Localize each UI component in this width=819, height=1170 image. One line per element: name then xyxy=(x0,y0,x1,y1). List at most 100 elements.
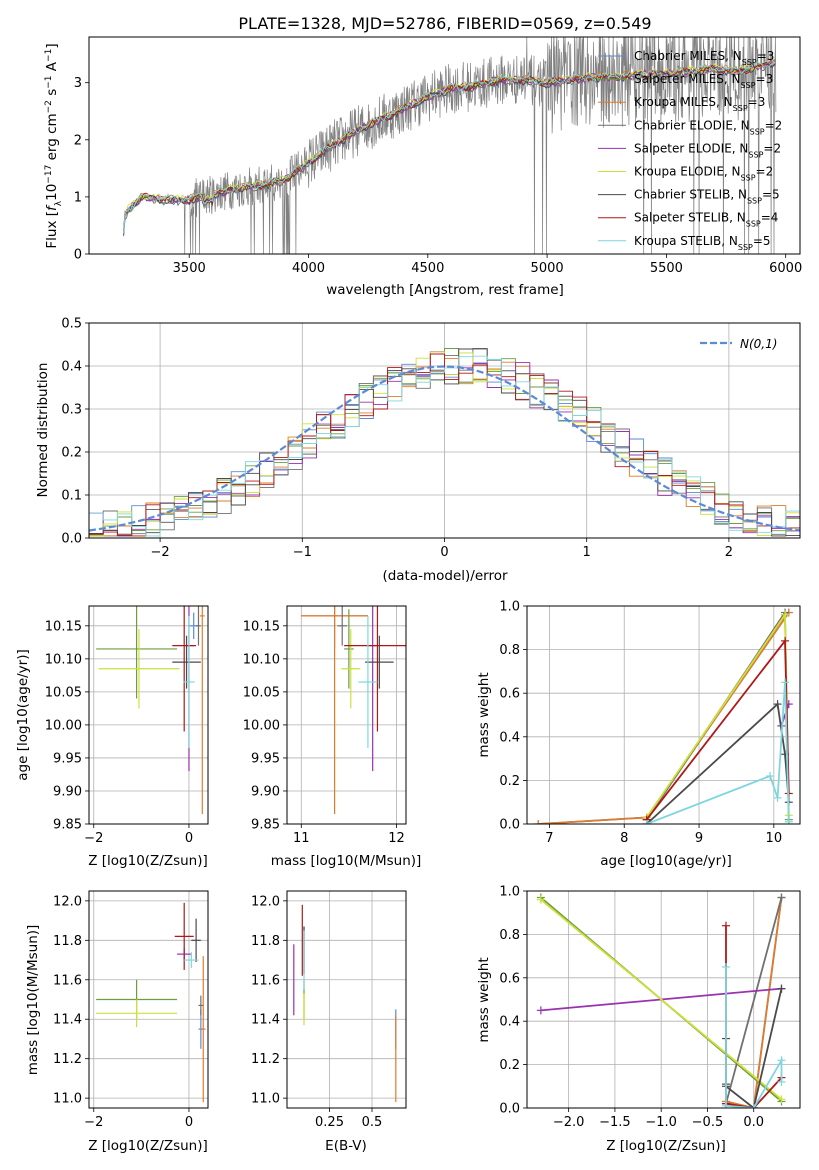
y-tick-label: 10.15 xyxy=(45,619,82,634)
histogram-chabrier_miles xyxy=(89,362,800,537)
y-tick-label: 11.4 xyxy=(251,1013,280,1028)
y-tick-label: 1.0 xyxy=(499,600,520,615)
plot-area xyxy=(536,893,786,1108)
axes-frame xyxy=(286,890,407,1109)
y-tick-label: 0.6 xyxy=(499,687,520,702)
axes-frame xyxy=(88,890,209,1109)
weight-line-kroupa_miles xyxy=(725,897,783,1108)
y-tick-label: 11.2 xyxy=(251,1052,280,1067)
weight_vs_age-ylabel: mass weight xyxy=(476,672,492,757)
y-tick-label: 10.10 xyxy=(243,652,280,667)
mass_vs_ebv-xlabel: E(B-V) xyxy=(325,1138,367,1154)
y-tick-label: 9.95 xyxy=(251,751,280,766)
x-tick-label: 4000 xyxy=(292,261,325,276)
legend-label-kroupa_elodie: Kroupa ELODIE, NSSP=2 xyxy=(634,165,773,183)
legend-label-chabrier_stelib: Chabrier STELIB, NSSP=5 xyxy=(634,188,780,206)
x-tick-label: −1.5 xyxy=(599,1115,631,1130)
x-tick-label: 3500 xyxy=(173,261,206,276)
legend-label-chabrier_miles: Chabrier MILES, NSSP=3 xyxy=(634,49,774,67)
legend-label-chabrier_elodie: Chabrier ELODIE, NSSP=2 xyxy=(634,118,782,136)
y-tick-label: 0 xyxy=(74,248,82,263)
weight-line-salpeter_stelib xyxy=(645,638,790,821)
y-tick-label: 9.90 xyxy=(251,784,280,799)
y-tick-label: 0.8 xyxy=(499,928,520,943)
legend-label-kroupa_stelib: Kroupa STELIB, NSSP=5 xyxy=(634,234,771,252)
y-tick-label: 0.6 xyxy=(499,971,520,986)
x-tick-label: −1 xyxy=(293,545,312,560)
plot-area xyxy=(534,608,793,824)
weight-line-kroupa_stelib xyxy=(646,682,790,824)
y-tick-label: 10.10 xyxy=(45,652,82,667)
axes-frame xyxy=(526,890,801,1109)
y-tick-label: 1.0 xyxy=(499,885,520,900)
y-tick-label: 0.0 xyxy=(499,1102,520,1117)
weight-line-chabrier_elodie xyxy=(725,897,783,1104)
age_vs_Z-xlabel: Z [log10(Z/Zsun)] xyxy=(88,853,208,869)
axes-weight_vs_Z: −2.0 −1.5 −1.0 −0.5 0.0 0.0 0.2 0.4 0.6 0.8 1.0 xyxy=(499,885,801,1130)
model-spectrum-kroupa_elodie xyxy=(123,58,776,233)
x-tick-label: 10 xyxy=(766,831,783,846)
x-tick-label: 0.25 xyxy=(315,1115,344,1130)
spectrum-ylabel: Flux [fλ10−17 erg cm−2 s−1 A−1] xyxy=(44,43,64,248)
plot-area xyxy=(96,606,205,815)
y-tick-label: 0.5 xyxy=(61,317,82,332)
y-tick-label: 9.90 xyxy=(53,784,82,799)
mass_vs_Z-xlabel: Z [log10(Z/Zsun)] xyxy=(88,1138,208,1154)
x-tick-label: 0.5 xyxy=(362,1115,383,1130)
y-tick-label: 11.6 xyxy=(251,973,280,988)
normal-curve xyxy=(89,365,800,532)
y-tick-label: 0.2 xyxy=(499,774,520,789)
weight-line-kroupa_elodie xyxy=(540,899,783,1100)
y-tick-label: 0.4 xyxy=(499,730,520,745)
weight_vs_Z-xlabel: Z [log10(Z/Zsun)] xyxy=(606,1138,726,1154)
axes-spectrum: 3500 4000 4500 5000 5500 6000 0 1 2 3 xyxy=(74,36,802,276)
axes-mass_vs_Z: −2 0 11.0 11.2 11.4 11.6 11.8 12.0 xyxy=(53,890,209,1130)
y-tick-label: 11.2 xyxy=(53,1052,82,1067)
y-tick-label: 9.95 xyxy=(53,751,82,766)
y-tick-label: 10.00 xyxy=(243,718,280,733)
x-tick-label: −2 xyxy=(151,545,170,560)
y-tick-label: 11.0 xyxy=(251,1092,280,1107)
y-tick-label: 0.0 xyxy=(61,532,82,547)
age_vs_Z-ylabel: age [log10(age/yr)] xyxy=(15,649,31,781)
x-tick-label: 0 xyxy=(185,831,193,846)
x-tick-label: −2 xyxy=(84,831,103,846)
y-tick-label: 12.0 xyxy=(251,894,280,909)
y-tick-label: 0.1 xyxy=(61,489,82,504)
x-tick-label: 6000 xyxy=(769,261,802,276)
x-tick-label: 0 xyxy=(440,545,448,560)
plot-area xyxy=(123,37,777,254)
y-tick-label: 10.00 xyxy=(45,718,82,733)
residuals-ylabel: Normed distribution xyxy=(35,363,51,498)
y-tick-label: 0.2 xyxy=(61,446,82,461)
axes-frame xyxy=(88,36,801,255)
plot-area xyxy=(96,902,206,1103)
axes-frame xyxy=(88,322,801,539)
model-spectrum-kroupa_stelib xyxy=(123,61,775,234)
y-tick-label: 2 xyxy=(74,133,82,148)
weight-line-kroupa_stelib xyxy=(725,967,783,1108)
spectrum-title: PLATE=1328, MJD=52786, FIBERID=0569, z=0… xyxy=(238,14,651,33)
x-tick-label: −2 xyxy=(84,1115,103,1130)
axes-frame xyxy=(526,605,801,825)
y-tick-label: 0.4 xyxy=(61,360,82,375)
x-tick-label: 0.0 xyxy=(743,1115,764,1130)
y-tick-label: 9.85 xyxy=(251,818,280,833)
x-tick-label: 4500 xyxy=(411,261,444,276)
y-tick-label: 11.6 xyxy=(53,973,82,988)
x-tick-label: 5000 xyxy=(531,261,564,276)
y-tick-label: 3 xyxy=(74,76,82,91)
legend-label-salpeter_miles: Salpeter MILES, NSSP=3 xyxy=(634,72,773,90)
y-tick-label: 0.4 xyxy=(499,1015,520,1030)
x-tick-label: −2.0 xyxy=(553,1115,585,1130)
legend-label-salpeter_stelib: Salpeter STELIB, NSSP=4 xyxy=(634,211,778,229)
x-tick-label: 9 xyxy=(695,831,703,846)
model-spectrum-chabrier_stelib xyxy=(123,61,776,235)
y-tick-label: 10.15 xyxy=(243,619,280,634)
plot-area xyxy=(293,904,397,1103)
y-tick-label: 11.8 xyxy=(53,934,82,949)
x-tick-label: −0.5 xyxy=(692,1115,724,1130)
y-tick-label: 9.85 xyxy=(53,818,82,833)
x-tick-label: 12 xyxy=(388,831,405,846)
legend-label-salpeter_elodie: Salpeter ELODIE, NSSP=2 xyxy=(634,141,781,159)
